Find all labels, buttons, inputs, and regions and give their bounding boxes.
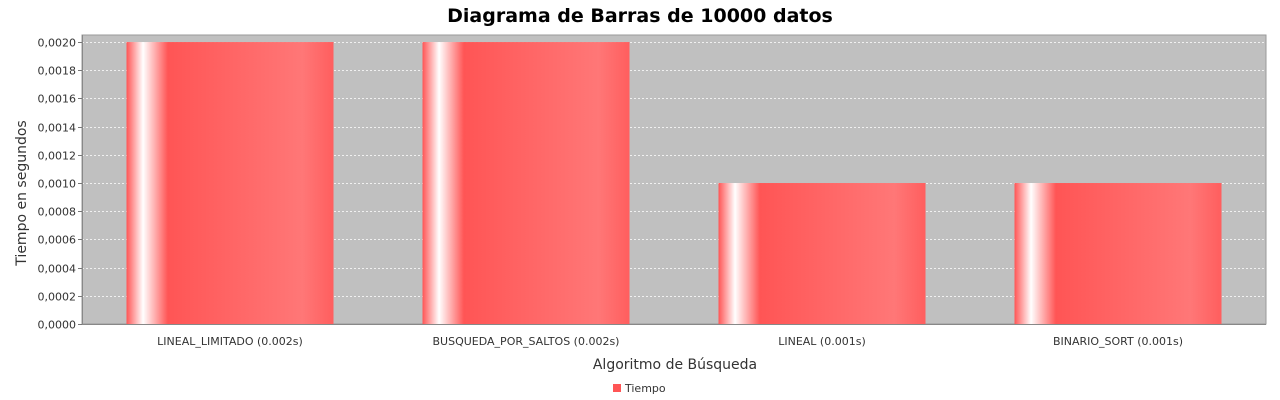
y-tick-label: 0,0014 <box>38 122 77 135</box>
x-tick-label: LINEAL_LIMITADO (0.002s) <box>157 335 303 348</box>
x-tick-label: BINARIO_SORT (0.001s) <box>1053 335 1183 348</box>
bars <box>126 42 1222 325</box>
x-axis-label: Algoritmo de Búsqueda <box>593 357 757 373</box>
bar <box>422 42 630 325</box>
y-tick-label: 0,0012 <box>38 150 77 163</box>
y-axis: 0,0000 0,0002 0,0004 0,0006 0,0008 0,0010 0,00… <box>38 35 83 332</box>
x-tick-label: LINEAL (0.001s) <box>778 335 866 348</box>
bar <box>718 183 926 324</box>
y-tick-label: 0,0010 <box>38 178 77 191</box>
y-axis-label: Tiempo en segundos <box>14 120 30 266</box>
legend: Tiempo <box>613 382 666 395</box>
y-tick-label: 0,0020 <box>38 37 77 50</box>
x-tick-label: BUSQUEDA_POR_SALTOS (0.002s) <box>433 335 620 348</box>
bar <box>1014 183 1222 324</box>
y-tick-label: 0,0006 <box>38 234 77 247</box>
legend-label: Tiempo <box>624 382 666 395</box>
y-tick-label: 0,0008 <box>38 206 77 219</box>
y-tick-label: 0,0000 <box>38 319 77 332</box>
y-tick-label: 0,0002 <box>38 291 77 304</box>
y-tick-label: 0,0004 <box>38 263 77 276</box>
x-axis: LINEAL_LIMITADO (0.002s) BUSQUEDA_POR_SAL… <box>82 324 1266 348</box>
y-tick-label: 0,0018 <box>38 65 77 78</box>
y-tick-label: 0,0016 <box>38 93 77 106</box>
chart-title: Diagrama de Barras de 10000 datos <box>447 5 833 27</box>
bar <box>126 42 334 325</box>
legend-swatch <box>613 384 621 392</box>
